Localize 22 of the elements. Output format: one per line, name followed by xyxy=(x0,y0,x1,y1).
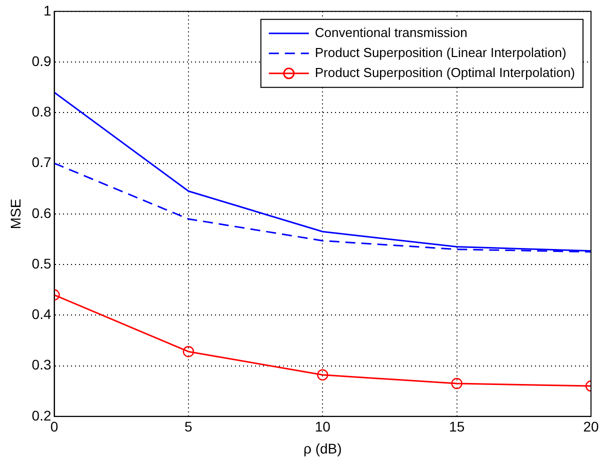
x-tick-label: 5 xyxy=(184,418,193,435)
legend-label: Product Superposition (Optimal Interpolation) xyxy=(314,64,576,80)
y-tick-label: 0.6 xyxy=(32,204,52,221)
legend-label: Conventional transmission xyxy=(314,24,468,40)
y-tick-label: 0.7 xyxy=(32,154,52,170)
x-tick-label: 10 xyxy=(314,418,331,435)
x-tick-label: 20 xyxy=(583,418,599,435)
y-tick-label: 1 xyxy=(43,2,52,18)
x-tick-label: 0 xyxy=(50,418,58,435)
y-tick-label: 0.4 xyxy=(32,306,52,322)
y-tick-label: 0.5 xyxy=(32,255,52,272)
y-tick-label: 0.2 xyxy=(32,407,52,424)
y-tick-label: 0.3 xyxy=(32,356,52,373)
point xyxy=(317,369,328,380)
y-axis-title: MSE xyxy=(7,198,24,230)
point xyxy=(182,346,194,358)
x-axis-title: ρ (dB) xyxy=(303,440,342,456)
y-tick-label: 0.8 xyxy=(32,104,52,120)
y-tick-label: 0.9 xyxy=(32,52,52,69)
legend-label: Product Superposition (Linear Interpolation) xyxy=(314,44,566,60)
x-tick-label: 15 xyxy=(449,418,465,435)
point xyxy=(451,378,462,390)
